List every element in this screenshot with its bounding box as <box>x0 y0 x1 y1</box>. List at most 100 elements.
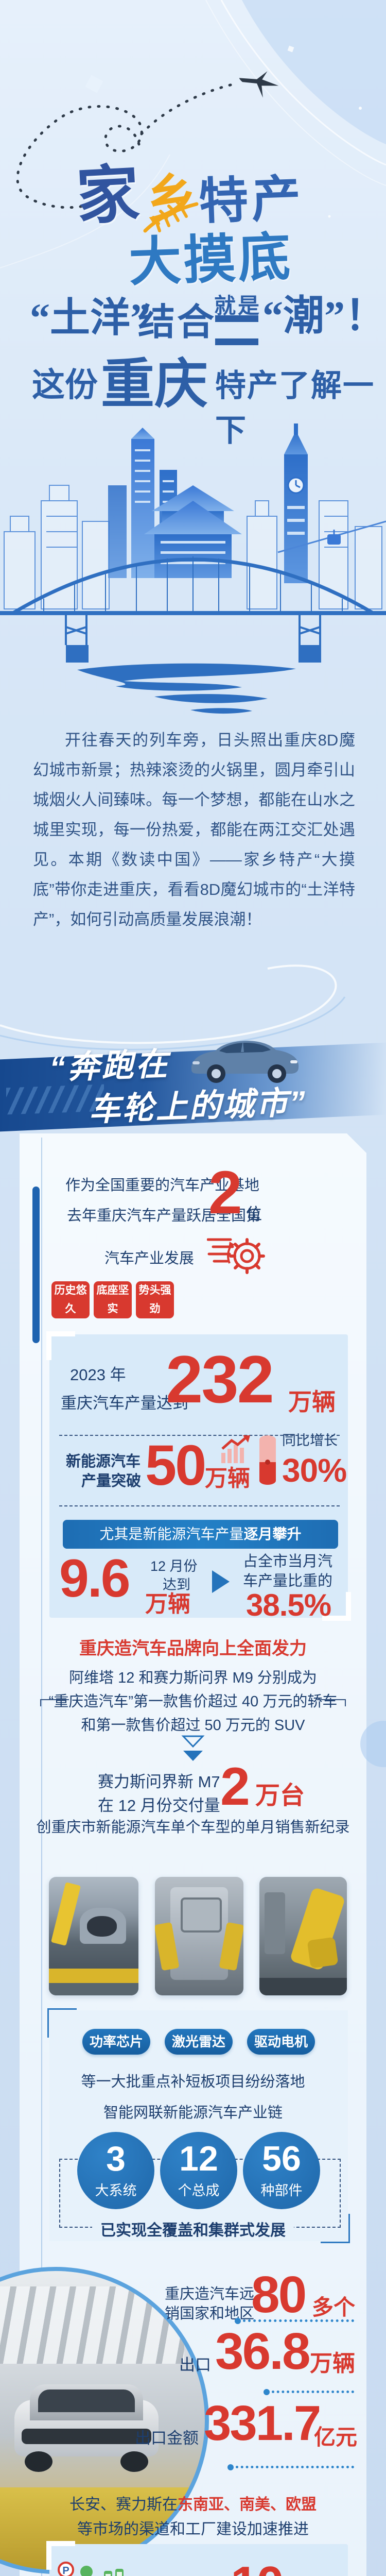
stat1-unit: 位 <box>246 1205 262 1223</box>
bracket-right-line <box>317 1699 346 1700</box>
m7-big: 2 <box>220 1757 250 1817</box>
subtitle-chao: “潮”！ <box>262 294 386 339</box>
export-r3-big: 331.7 <box>204 2396 321 2451</box>
wheat-icon <box>143 201 199 233</box>
flight-path <box>16 71 279 209</box>
production-big: 232 <box>166 1342 274 1417</box>
ev-charging-illustration: P <box>58 2562 124 2576</box>
subtitle-line2: 这份 重庆 特产了解一下 <box>0 340 386 448</box>
parking-sign: P <box>58 2562 74 2576</box>
december-big: 9.6 <box>59 1549 131 1608</box>
bracket-right-tick <box>345 1699 346 1706</box>
sedan-car-illustration <box>191 1041 299 1083</box>
card-left-accent-bar <box>32 1187 40 1343</box>
export-note-line1: 长安、赛力斯在东南亚、南美、欧盟 <box>0 2492 386 2514</box>
bar-chart-up-icon <box>221 1435 250 1463</box>
pill-power-chip: 功率芯片 <box>82 2029 150 2055</box>
m7-unit: 万台 <box>255 1782 305 1809</box>
double-down-arrow-icon <box>181 1735 205 1761</box>
year-2023: 2023 年 <box>70 1366 126 1384</box>
subcard-2023 <box>46 1331 351 1621</box>
monthly-rise-banner: 尤其是新能源汽车产量逐月攀升 <box>63 1520 338 1549</box>
tag-foundation: 底座坚实 <box>94 1281 132 1318</box>
circle-parts: 56 种部件 <box>243 2132 320 2209</box>
export-r1-line1: 重庆造汽车远 <box>165 2286 255 2302</box>
stat1-line1: 作为全国重要的汽车产业基地 <box>65 1177 260 1194</box>
december-label1: 12 月份 <box>150 1558 198 1574</box>
nev-label2: 产量突破 <box>81 1473 142 1489</box>
m7-line1: 赛力斯问界新 M7 <box>98 1773 220 1791</box>
card-inner-line <box>41 1138 42 2576</box>
dotted-separator-1 <box>235 2318 354 2324</box>
chain-footer: 已实现全覆盖和集群式发展 <box>92 2217 294 2240</box>
charging-r1-big: 10 <box>231 2560 284 2576</box>
top-swoosh-decoration <box>0 0 386 268</box>
gear-speed-icon <box>207 1238 265 1274</box>
stat1-line2: 去年重庆汽车产量跃居全国第 <box>67 1208 261 1224</box>
intro-paragraph: 开往春天的列车旁，日头照出重庆8D魔幻城市新景；热辣滚烫的火锅里，圆月牵引山城烟… <box>33 731 355 928</box>
december-label2: 达到 <box>163 1577 190 1592</box>
yoy-value: 30% <box>282 1452 347 1489</box>
circle-systems: 3 大系统 <box>77 2132 154 2209</box>
ribbon-shape <box>242 0 386 144</box>
battery-gauge-icon <box>259 1435 276 1485</box>
m7-line2: 在 12 月份交付量 <box>98 1797 220 1815</box>
dashed-separator-2 <box>59 1505 340 1506</box>
brand-heading: 重庆造汽车品牌向上全面发力 <box>79 1639 307 1658</box>
pill-drive-motor: 驱动电机 <box>247 2029 315 2055</box>
export-r1-big: 80 <box>251 2266 307 2324</box>
export-r1-unit: 多个 <box>312 2295 356 2319</box>
subtitle-line1: “土洋” 结合 就是 “潮”！ <box>0 282 386 345</box>
page-title: 家 乡 特产 大摸底 <box>0 139 386 292</box>
dotted-separator-3 <box>227 2464 354 2470</box>
swoosh-decoration <box>0 964 346 1050</box>
stat1-big-number: 2 <box>208 1159 242 1227</box>
factory-photo-1 <box>49 1877 138 1995</box>
tag-momentum: 势头强劲 <box>136 1281 174 1318</box>
circle-parts-label: 种部件 <box>260 2183 303 2198</box>
industry-label: 汽车产业发展 <box>104 1250 195 1267</box>
banner-text-b: 逐月攀升 <box>243 1526 302 1542</box>
factory-photo-3 <box>259 1877 347 1995</box>
brand-bracket-line2: 和第一款售价超过 50 万元的 SUV <box>81 1717 305 1734</box>
production-unit: 万辆 <box>288 1388 336 1415</box>
circle-systems-number: 3 <box>106 2139 126 2178</box>
banner-text-a: 尤其是新能源汽车产量 <box>99 1526 244 1542</box>
dashed-route <box>16 105 143 209</box>
bracket-left-tick <box>40 1699 41 1706</box>
yoy-label: 同比增长 <box>282 1433 338 1448</box>
nev-unit: 万辆 <box>205 1466 250 1491</box>
brand-line1: 阿维塔 12 和赛力斯问界 M9 分别成为 <box>69 1670 317 1686</box>
subtitle-tail: 特产了解一下 <box>215 369 375 448</box>
chain-line2: 智能网联新能源汽车产业链 <box>103 2105 283 2121</box>
subtitle-jiehe: 结合 <box>138 302 217 343</box>
circle-assemblies: 12 个总成 <box>160 2132 237 2209</box>
export-r3-unit: 亿元 <box>314 2425 358 2449</box>
december-unit: 万辆 <box>145 1591 190 1617</box>
note-part-b: 东南亚、南美、欧盟 <box>178 2496 317 2513</box>
factory-photo-2 <box>155 1877 243 1995</box>
triangle-right-icon <box>212 1570 230 1593</box>
circle-assemblies-number: 12 <box>179 2139 218 2178</box>
equals-sign <box>215 315 258 345</box>
export-r3-label: 出口金额 <box>135 2429 199 2447</box>
share-line2: 车产量比重的 <box>243 1573 333 1589</box>
chongqing-skyline-illustration <box>0 423 386 714</box>
nev-label1: 新能源汽车 <box>66 1453 141 1470</box>
export-r2-unit: 万辆 <box>310 2351 355 2376</box>
chain-line1: 等一大批重点补短板项目纷纷落地 <box>81 2074 305 2090</box>
circle-systems-label: 大系统 <box>95 2183 137 2198</box>
pill-lidar: 激光雷达 <box>165 2029 233 2055</box>
tag-history: 历史悠久 <box>51 1281 90 1318</box>
bracket-left-line <box>40 1699 69 1700</box>
export-r2-big: 36.8 <box>215 2323 311 2380</box>
water-reflection <box>77 663 296 714</box>
share-value: 38.5% <box>246 1588 331 1622</box>
subtitle-jiushi: 就是 <box>214 295 262 318</box>
record-line: 创重庆市新能源汽车单个车型的单月销售新纪录 <box>36 1819 350 1836</box>
suv-car-shape <box>9 2379 164 2477</box>
charging-card <box>46 2541 348 2576</box>
circle-parts-number: 56 <box>262 2139 301 2178</box>
share-line1: 占全市当月汽 <box>243 1553 333 1570</box>
